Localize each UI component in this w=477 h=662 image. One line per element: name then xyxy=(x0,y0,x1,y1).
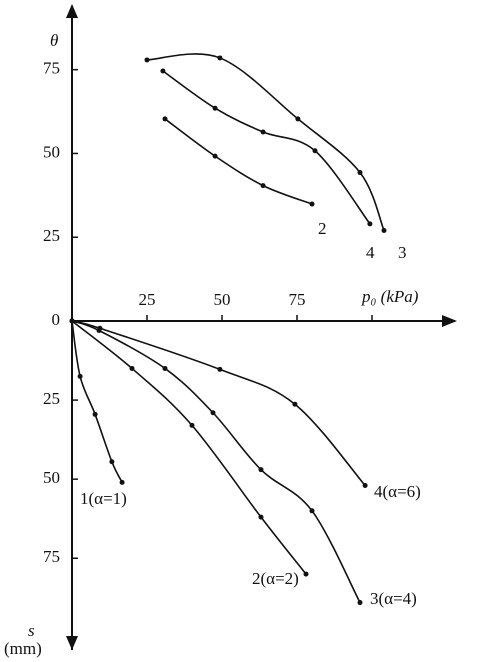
point xyxy=(119,479,125,485)
y-label: s xyxy=(28,621,35,640)
series-line xyxy=(164,118,313,205)
y-unit: (mm) xyxy=(4,639,42,658)
point xyxy=(312,148,318,154)
point xyxy=(292,401,298,407)
point xyxy=(212,105,218,111)
point xyxy=(129,365,135,371)
x-tick-label: 75 xyxy=(289,290,306,309)
point xyxy=(362,483,368,488)
point xyxy=(367,221,373,227)
y-tick-label: 50 xyxy=(43,142,60,161)
point xyxy=(217,366,223,372)
series-label: 3(α=4) xyxy=(370,589,417,608)
y-tick-label: 0 xyxy=(52,310,61,329)
y-tick-label: 75 xyxy=(43,547,60,566)
point xyxy=(260,183,266,189)
series-line xyxy=(71,320,123,483)
y-tick-label: 25 xyxy=(43,389,60,408)
point xyxy=(77,373,83,379)
point xyxy=(212,153,218,159)
point xyxy=(217,55,223,61)
series-label: 3 xyxy=(398,243,407,262)
point xyxy=(162,116,168,122)
point xyxy=(357,600,363,606)
point xyxy=(69,318,75,324)
series-label: 1(α=1) xyxy=(80,489,127,508)
x-arrow xyxy=(442,315,457,327)
y-label: θ xyxy=(50,31,58,50)
point xyxy=(210,410,216,416)
series-line xyxy=(162,70,371,225)
point xyxy=(295,116,301,122)
series-line xyxy=(71,320,366,487)
y-arrow xyxy=(66,636,78,650)
point xyxy=(144,57,150,63)
series-label: 2(α=2) xyxy=(252,569,299,588)
point xyxy=(162,365,168,371)
point xyxy=(109,459,115,465)
point xyxy=(92,411,98,417)
point xyxy=(97,325,103,331)
x-tick-label: 50 xyxy=(214,290,231,309)
point xyxy=(381,228,387,234)
series-line xyxy=(146,53,385,231)
point xyxy=(258,467,264,473)
point xyxy=(309,508,315,514)
point xyxy=(303,571,309,577)
point xyxy=(258,514,264,520)
point xyxy=(160,68,166,74)
y-tick-label: 25 xyxy=(43,226,60,245)
series-label: 4(α=6) xyxy=(374,482,421,501)
series-label: 4 xyxy=(366,243,375,262)
point xyxy=(260,129,266,135)
point xyxy=(309,201,315,207)
point xyxy=(189,422,195,428)
point xyxy=(357,170,363,176)
x-tick-label: 25 xyxy=(139,290,156,309)
series-label: 2 xyxy=(318,219,327,238)
series-line xyxy=(71,320,361,603)
x-label: p₀ (kPa) xyxy=(361,287,419,306)
y-tick-label: 75 xyxy=(43,59,60,78)
y-arrow xyxy=(66,4,78,18)
y-tick-label: 50 xyxy=(43,468,60,487)
